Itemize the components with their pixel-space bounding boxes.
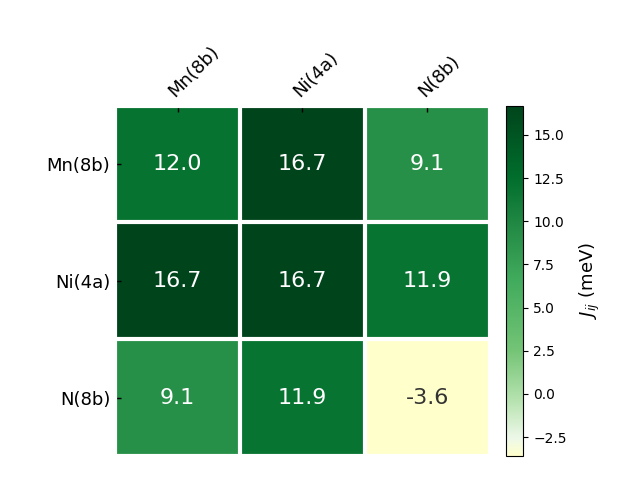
Text: 16.7: 16.7 [153, 271, 202, 291]
Text: 12.0: 12.0 [153, 154, 202, 174]
Text: 9.1: 9.1 [160, 388, 195, 408]
Text: 16.7: 16.7 [278, 154, 327, 174]
Text: 16.7: 16.7 [278, 271, 327, 291]
Y-axis label: $J_{ij}$ (meV): $J_{ij}$ (meV) [578, 242, 602, 319]
Text: 9.1: 9.1 [410, 154, 445, 174]
Text: 11.9: 11.9 [278, 388, 327, 408]
Text: 11.9: 11.9 [403, 271, 452, 291]
Text: -3.6: -3.6 [406, 388, 449, 408]
